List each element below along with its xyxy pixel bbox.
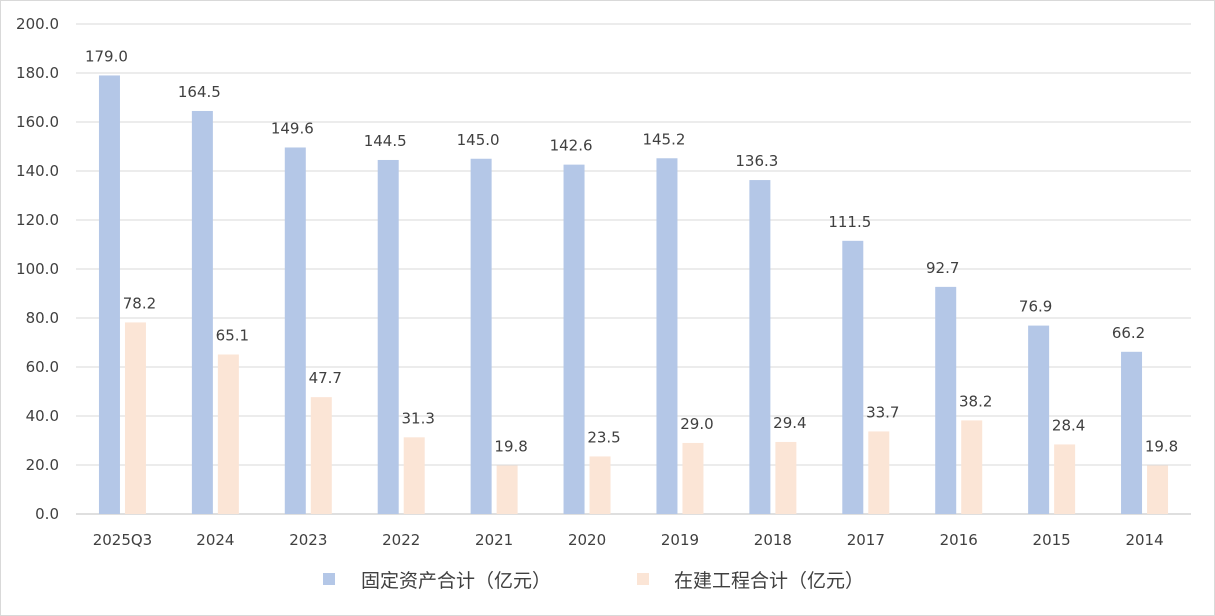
data-label-fixed-assets: 92.7 — [926, 259, 959, 277]
bar-fixed-assets — [1121, 351, 1143, 514]
x-tick-label: 2025Q3 — [93, 531, 153, 549]
x-tick-label: 2016 — [940, 531, 978, 549]
data-label-fixed-assets: 149.6 — [271, 119, 314, 137]
bar-construction — [1054, 444, 1076, 514]
data-label-fixed-assets: 144.5 — [364, 132, 407, 150]
bar-construction — [961, 420, 983, 514]
bar-fixed-assets — [284, 147, 306, 515]
legend-item-fixed-assets: 固定资产合计（亿元） — [323, 570, 551, 592]
data-label-construction: 31.3 — [402, 409, 435, 427]
bar-construction — [589, 456, 611, 514]
bar-fixed-assets — [191, 110, 213, 514]
data-label-construction: 78.2 — [123, 294, 156, 312]
y-tick-label: 160.0 — [16, 113, 59, 131]
data-label-construction: 29.4 — [773, 414, 806, 432]
bar-construction — [310, 397, 332, 514]
x-tick-label: 2014 — [1125, 531, 1163, 549]
y-tick-label: 140.0 — [16, 162, 59, 180]
y-tick-label: 180.0 — [16, 64, 59, 82]
data-label-construction: 38.2 — [959, 392, 992, 410]
data-label-fixed-assets: 164.5 — [178, 83, 221, 101]
data-label-construction: 19.8 — [1145, 437, 1178, 455]
data-label-fixed-assets: 66.2 — [1112, 324, 1145, 342]
y-tick-label: 40.0 — [26, 407, 59, 425]
y-axis-ticks: 0.0 20.0 40.0 60.0 80.0 100.0 120.0 140.0 160.0 1… — [16, 15, 59, 523]
data-label-fixed-assets: 145.0 — [457, 131, 500, 149]
x-tick-label: 2023 — [289, 531, 327, 549]
x-tick-label: 2024 — [196, 531, 234, 549]
x-tick-label: 2019 — [661, 531, 699, 549]
legend-label-construction: 在建工程合计（亿元） — [674, 570, 864, 592]
legend: 固定资产合计（亿元） 在建工程合计（亿元） — [323, 570, 864, 592]
data-label-construction: 23.5 — [587, 428, 620, 446]
data-label-construction: 29.0 — [680, 415, 713, 433]
y-tick-label: 0.0 — [35, 505, 59, 523]
bar-construction — [868, 431, 890, 514]
bar-construction — [403, 437, 425, 514]
y-tick-label: 120.0 — [16, 211, 59, 229]
bars — [98, 75, 1169, 515]
bar-construction — [775, 441, 797, 514]
data-label-construction: 47.7 — [309, 369, 342, 387]
bar-construction — [1147, 465, 1169, 514]
bar-fixed-assets — [656, 158, 678, 514]
y-tick-label: 80.0 — [26, 309, 59, 327]
data-label-fixed-assets: 179.0 — [85, 47, 128, 65]
bar-fixed-assets — [1028, 325, 1050, 514]
bar-fixed-assets — [935, 286, 957, 514]
bar-fixed-assets — [842, 240, 864, 514]
bar-fixed-assets — [563, 164, 585, 514]
legend-swatch-fixed-assets — [323, 573, 335, 585]
legend-swatch-construction — [637, 573, 649, 585]
data-label-fixed-assets: 145.2 — [642, 130, 685, 148]
bar-fixed-assets — [377, 159, 399, 514]
y-tick-label: 20.0 — [26, 456, 59, 474]
x-tick-label: 2020 — [568, 531, 606, 549]
bar-fixed-assets — [98, 75, 120, 514]
legend-item-construction: 在建工程合计（亿元） — [637, 570, 864, 592]
bar-fixed-assets — [470, 158, 492, 514]
gridlines — [76, 23, 1191, 515]
bar-fixed-assets — [749, 180, 771, 514]
x-tick-label: 2017 — [847, 531, 885, 549]
data-label-construction: 28.4 — [1052, 416, 1085, 434]
data-labels: 179.0 78.2 164.5 65.1 149.6 47.7 144.5 31.3 145.… — [85, 47, 1178, 455]
x-tick-label: 2015 — [1033, 531, 1071, 549]
bar-construction — [682, 442, 704, 514]
data-label-construction: 65.1 — [216, 327, 249, 345]
bar-construction — [217, 354, 239, 514]
x-tick-label: 2022 — [382, 531, 420, 549]
y-tick-label: 100.0 — [16, 260, 59, 278]
data-label-fixed-assets: 136.3 — [735, 152, 778, 170]
data-label-construction: 19.8 — [494, 437, 527, 455]
y-tick-label: 200.0 — [16, 15, 59, 33]
legend-label-fixed-assets: 固定资产合计（亿元） — [361, 570, 551, 592]
data-label-fixed-assets: 76.9 — [1019, 298, 1052, 316]
x-tick-label: 2018 — [754, 531, 792, 549]
y-tick-label: 60.0 — [26, 358, 59, 376]
x-axis-ticks: 2025Q3 2024 2023 2022 2021 2020 2019 2018 2017 20… — [93, 531, 1164, 549]
bar-construction — [496, 465, 518, 514]
x-tick-label: 2021 — [475, 531, 513, 549]
data-label-construction: 33.7 — [866, 403, 899, 421]
data-label-fixed-assets: 111.5 — [828, 213, 871, 231]
data-label-fixed-assets: 142.6 — [550, 137, 593, 155]
bar-construction — [124, 322, 146, 514]
